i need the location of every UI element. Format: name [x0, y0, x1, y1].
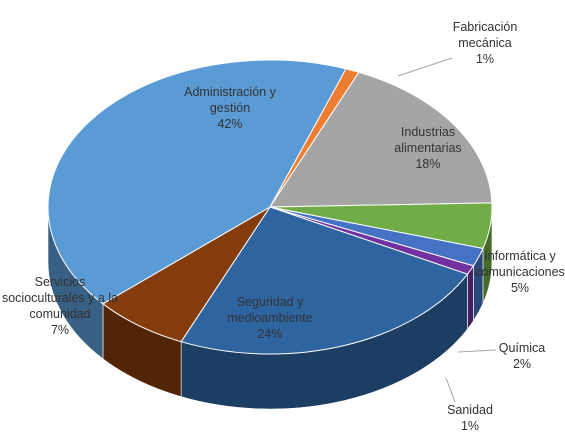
leader-line: [445, 377, 456, 403]
slice: [269, 71, 493, 208]
leader-line: [397, 57, 453, 77]
data-label: Sanidad 1%: [435, 396, 505, 440]
data-label: Administración y gestión 42%: [170, 73, 290, 143]
data-label: Seguridad y medioambiente 24%: [210, 283, 330, 353]
data-label: Industrias alimentarias 18%: [373, 113, 483, 183]
category-label: Sanidad: [447, 402, 493, 417]
label-box: Sanidad 1%: [435, 396, 505, 440]
category-label: Administración y gestión: [184, 84, 276, 115]
data-label: Servicios socioculturales y a la comunid…: [1, 261, 119, 351]
value-label: 1%: [460, 419, 480, 433]
label-box: Seguridad y medioambiente 24%: [210, 283, 330, 353]
category-label: Informática y comunicaciones: [475, 248, 565, 279]
label-box: Industrias alimentarias 18%: [373, 113, 483, 183]
leader-line: [457, 349, 497, 353]
label-box: Administración y gestión 42%: [170, 73, 290, 143]
label-box: Informática y comunicaciones 5%: [470, 237, 565, 307]
value-label: 42%: [217, 117, 243, 132]
value-label: 1%: [475, 52, 495, 67]
data-label: Informática y comunicaciones 5%: [470, 237, 565, 307]
value-label: 18%: [415, 157, 441, 172]
value-label: 7%: [50, 323, 70, 338]
category-label: Industrias alimentarias: [394, 124, 462, 155]
value-label: 24%: [257, 327, 283, 342]
label-box: Química 2%: [487, 334, 557, 378]
category-label: Fabricación mecánica: [452, 19, 518, 50]
data-label: Química 2%: [487, 334, 557, 378]
data-label: Fabricación mecánica 1%: [430, 8, 540, 78]
slice: [47, 59, 347, 305]
slice: [180, 206, 469, 355]
label-box: Fabricación mecánica 1%: [430, 8, 540, 78]
label-box: Servicios socioculturales y a la comunid…: [1, 261, 119, 351]
value-label: 5%: [510, 281, 530, 296]
category-label: Servicios socioculturales y a la comunid…: [1, 274, 119, 322]
value-label: 2%: [512, 357, 532, 371]
category-label: Química: [498, 340, 546, 355]
category-label: Seguridad y medioambiente: [227, 294, 313, 325]
